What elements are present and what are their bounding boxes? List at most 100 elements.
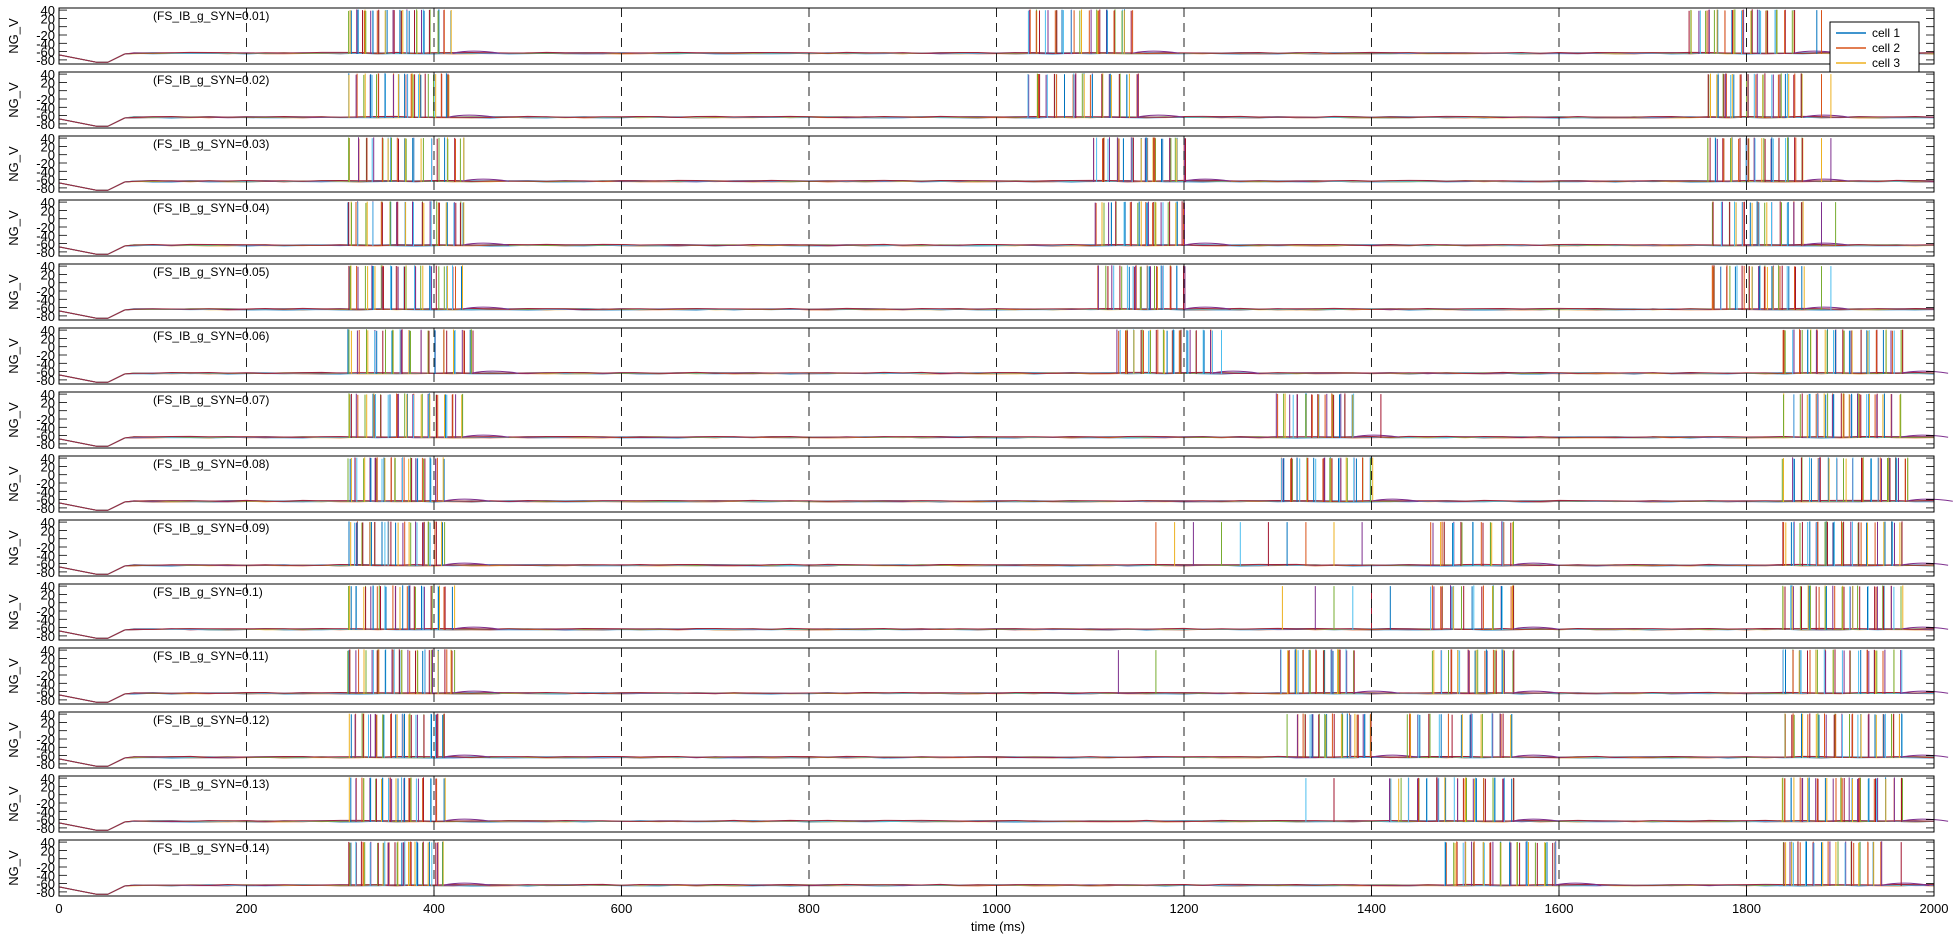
burst-tail [1183,306,1231,310]
y-tick-label: -40 [36,356,55,371]
panel-label: (FS_IB_g_SYN=0.08) [153,457,269,471]
panel-traces [58,457,1953,511]
y-tick-label: -60 [36,237,55,252]
burst-tail [1901,690,1949,694]
y-tick-label: -40 [36,164,55,179]
burst-tail [1901,434,1949,438]
y-tick-label: -80 [36,437,55,452]
y-tick-label: -40 [36,868,55,883]
panel-frame [58,263,1935,321]
y-tick-label: 20 [41,587,55,602]
x-tick-label: 0 [55,901,62,916]
y-tick-label: 20 [41,715,55,730]
panel-traces [58,521,1949,575]
y-tick-label: 40 [41,387,55,402]
y-tick-label: 0 [48,340,55,355]
panel-frame [58,647,1935,705]
y-tick-label: 0 [48,20,55,35]
burst-tail [443,754,491,758]
x-axis-label: time (ms) [971,919,1025,934]
y-tick-label: 20 [41,779,55,794]
y-tick-label: 20 [41,203,55,218]
y-tick-label: -20 [36,796,55,811]
trace-baseline [58,755,1935,767]
y-tick-label: -60 [36,365,55,380]
y-tick-label: -40 [36,484,55,499]
burst-tail [1183,178,1231,182]
panel-label: (FS_IB_g_SYN=0.07) [153,393,269,407]
y-tick-label: 40 [41,707,55,722]
panel-frame [58,775,1935,833]
y-tick-label: 0 [48,532,55,547]
y-tick-label: 20 [41,459,55,474]
y-tick-label: 20 [41,395,55,410]
y-tick-label: 40 [41,67,55,82]
y-tick-label: 20 [41,11,55,26]
burst-tail [1511,754,1560,758]
burst-tail [452,690,500,694]
y-tick-label: -20 [36,668,55,683]
burst-tail [1554,882,1602,886]
panel-label: (FS_IB_g_SYN=0.02) [153,73,269,87]
panel-traces [58,777,1949,831]
y-tick-label: 40 [41,835,55,850]
y-tick-label: -40 [36,228,55,243]
y-axis-label: NG_V [6,722,21,758]
burst-tail [443,882,491,886]
panel-frame [58,327,1935,385]
panel-label: (FS_IB_g_SYN=0.12) [153,713,269,727]
y-axis-label: NG_V [6,850,21,886]
panel-label: (FS_IB_g_SYN=0.11) [153,649,269,663]
burst-tail [1882,882,1930,886]
y-tick-label: -80 [36,245,55,260]
burst-tail [461,306,510,310]
burst-tail [1352,434,1400,438]
trace-baseline [58,371,1935,383]
y-tick-label: -40 [36,676,55,691]
y-tick-label: 40 [41,451,55,466]
panel-frame [58,135,1935,193]
y-axis-label: NG_V [6,146,21,182]
panel-label: (FS_IB_g_SYN=0.03) [153,137,269,151]
panel-frame [58,455,1935,513]
y-axis-label: NG_V [6,530,21,566]
y-tick-label: 40 [41,131,55,146]
y-axis-label: NG_V [6,82,21,118]
y-tick-label: 40 [41,643,55,658]
burst-tail [1901,754,1949,758]
burst-tail [1905,498,1953,502]
y-tick-label: -40 [36,612,55,627]
burst-tail [1901,818,1949,822]
y-tick-label: 20 [41,523,55,538]
panel-frame [58,7,1935,65]
burst-tail [1901,370,1949,374]
burst-tail [1901,562,1949,566]
y-tick-label: 0 [48,276,55,291]
y-axis-label: NG_V [6,18,21,54]
y-axis-label: NG_V [6,274,21,310]
burst-tail [1802,306,1850,310]
y-tick-label: -60 [36,301,55,316]
y-tick-label: 0 [48,404,55,419]
y-axis-label: NG_V [6,210,21,246]
y-tick-label: -40 [36,100,55,115]
burst-tail [1183,242,1231,246]
burst-tail [1511,626,1560,630]
legend-entry: cell 2 [1872,41,1900,55]
panels-group: 40200-20-40-60-80NG_V(FS_IB_g_SYN=0.01)4… [6,3,1953,900]
burst-tail [461,434,510,438]
y-tick-label: -60 [36,877,55,892]
y-tick-label: -80 [36,821,55,836]
x-axis: 0 200 400 600 800 1000 1200 1400 1600 1800 2000 [55,890,1948,916]
y-tick-label: -40 [36,420,55,435]
panel-label: (FS_IB_g_SYN=0.09) [153,521,269,535]
burst-tail [1511,818,1560,822]
y-axis-label: NG_V [6,466,21,502]
